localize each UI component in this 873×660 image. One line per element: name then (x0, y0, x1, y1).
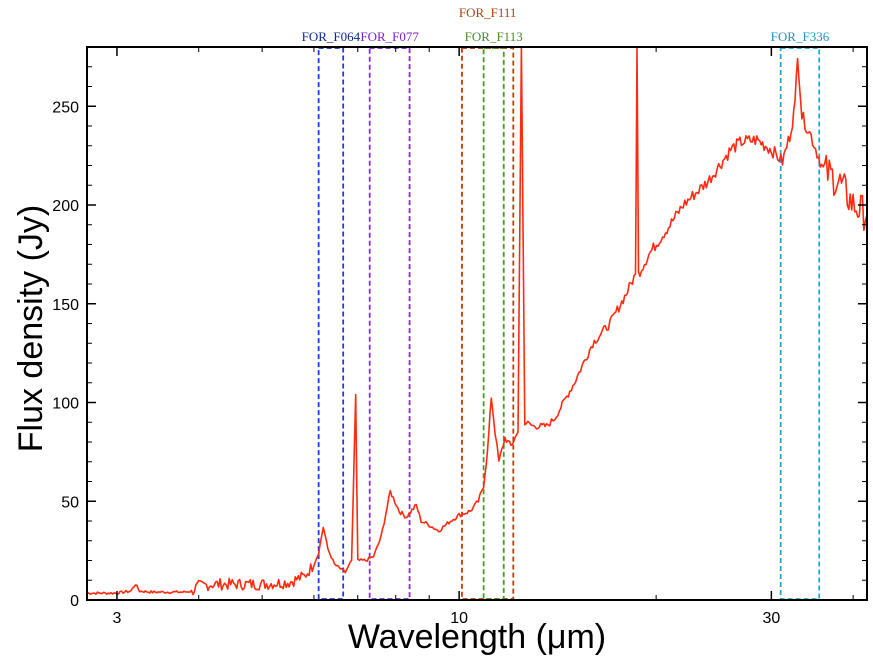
x-tick-label: 3 (112, 610, 121, 627)
x-axis-title: Wavelength (μm) (348, 618, 606, 656)
y-tick-label: 250 (52, 99, 79, 116)
filter-label-for_f336: FOR_F336 (771, 29, 830, 44)
filter-bands: FOR_F064 FOR_F077 FOR_F111 FOR_F113 FOR_F336 (302, 5, 830, 600)
plot-frame (86, 46, 868, 601)
y-tick-label: 0 (70, 593, 79, 610)
y-tick-label: 150 (52, 297, 79, 314)
filter-label-for_f077: FOR_F077 (360, 29, 419, 44)
y-tick-label: 200 (52, 198, 79, 215)
filter-label-for_f113: FOR_F113 (465, 29, 523, 44)
filter-label-for_f111: FOR_F111 (459, 5, 517, 20)
filter-band-for_f111 (461, 47, 515, 600)
y-tick-label: 50 (61, 494, 79, 511)
axis-ticks: 0 50 100 150 200 250 3 10 30 (52, 47, 867, 627)
y-tick-label: 100 (52, 396, 79, 413)
filter-band-for_f336 (779, 47, 821, 600)
series-line-spectrum (87, 47, 867, 596)
x-tick-label: 30 (762, 610, 780, 627)
series-layer (87, 47, 867, 596)
filter-label-for_f064: FOR_F064 (302, 29, 361, 44)
filter-band-for_f064 (317, 47, 345, 600)
filter-band-for_f113 (482, 47, 505, 600)
x-tick-label: 10 (450, 610, 468, 627)
y-axis-title: Flux density (Jy) (12, 205, 50, 453)
